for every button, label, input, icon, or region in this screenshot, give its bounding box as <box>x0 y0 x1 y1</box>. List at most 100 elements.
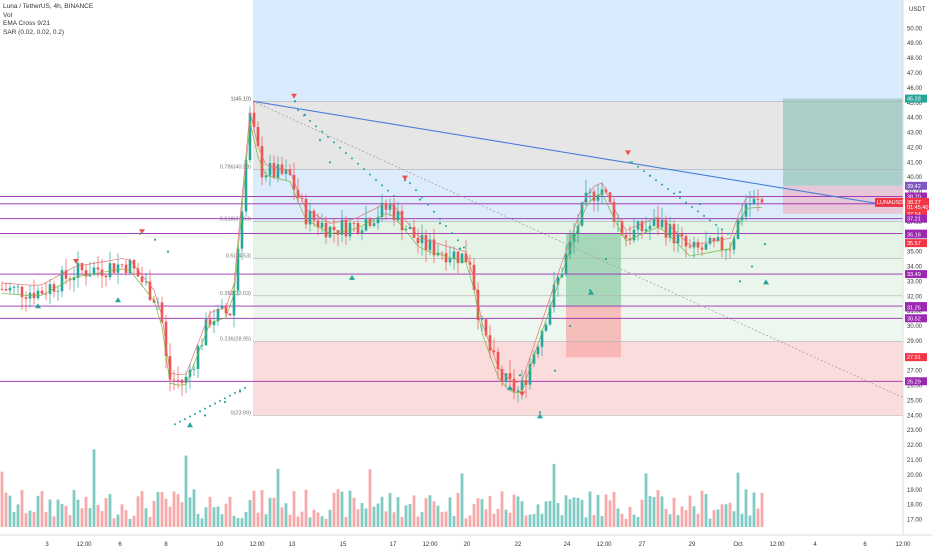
volume-bar <box>52 516 56 527</box>
volume-bar <box>320 516 324 527</box>
volume-bar <box>8 495 12 527</box>
candle-body <box>60 270 64 292</box>
sar-dot <box>631 161 633 164</box>
resistance-trendline <box>252 100 881 205</box>
price-tick-label: 50.00 <box>907 26 923 32</box>
volume-bar <box>496 508 500 527</box>
candle-body <box>548 307 552 325</box>
indicator-sar[interactable]: SAR (0.02, 0.02, 0.2) <box>3 28 65 36</box>
sar-dot <box>685 201 687 204</box>
volume-bar <box>56 499 60 527</box>
volume-bar <box>92 449 96 527</box>
candle-body <box>380 202 384 217</box>
candle-body <box>284 169 288 174</box>
candle-body <box>492 350 496 352</box>
sar-dot <box>204 407 206 410</box>
volume-bar <box>168 506 172 527</box>
candle-body <box>392 204 396 221</box>
candle-body <box>616 221 620 222</box>
price-tag-label: 33.49 <box>907 272 921 278</box>
volume-bar <box>328 509 332 527</box>
candle-body <box>420 235 424 244</box>
time-tick-label: 27 <box>639 542 646 548</box>
candle-body <box>140 276 144 283</box>
volume-bar <box>616 508 620 527</box>
volume-bar <box>420 512 424 527</box>
sar-dot <box>327 135 329 138</box>
volume-bar <box>544 501 548 527</box>
volume-bar <box>384 511 388 527</box>
candle-body <box>760 199 764 203</box>
volume-bar <box>696 513 700 527</box>
candle-body <box>212 321 216 326</box>
volume-bar <box>620 513 624 527</box>
price-tick-label: 49.00 <box>907 41 923 47</box>
volume-bar <box>324 518 328 527</box>
volume-bar <box>88 508 92 527</box>
volume-bar <box>264 514 268 527</box>
volume-bar <box>4 492 8 527</box>
last-price-symbol: LUNAUSDT <box>877 200 907 206</box>
indicator-volume[interactable]: Vol <box>3 11 13 19</box>
candle-body <box>524 380 528 385</box>
candle-body <box>164 321 168 357</box>
candle-body <box>660 220 664 228</box>
time-tick-label: 6 <box>118 542 122 548</box>
sell-signal-marker <box>625 150 631 156</box>
candle-body <box>160 302 164 322</box>
sar-dot <box>661 183 663 186</box>
volume-bar <box>484 509 488 527</box>
candle-body <box>532 354 536 364</box>
candle-body <box>96 267 100 270</box>
volume-bar <box>700 490 704 527</box>
volume-bar <box>352 497 356 527</box>
candle-body <box>416 237 420 244</box>
candle-body <box>624 234 628 239</box>
candle-body <box>20 286 24 298</box>
candle-body <box>484 319 488 336</box>
volume-bar <box>76 499 80 527</box>
volume-bar <box>656 489 660 527</box>
sar-dot <box>457 239 459 242</box>
fib-label: 0.786(40.53) <box>220 164 251 170</box>
volume-bar <box>188 497 192 527</box>
candle-body <box>664 220 668 238</box>
volume-bar <box>588 491 592 527</box>
volume-bar <box>192 489 196 527</box>
volume-bar <box>184 455 188 527</box>
candle-body <box>92 267 96 275</box>
candle-body <box>568 241 572 255</box>
price-tag-label: 30.52 <box>907 316 921 322</box>
candle-body <box>716 237 720 242</box>
volume-bar <box>356 509 360 527</box>
indicator-ema-cross[interactable]: EMA Cross 9/21 <box>3 20 50 27</box>
sar-dot <box>339 146 341 149</box>
candle-body <box>600 189 604 196</box>
candle-body <box>132 259 136 269</box>
volume-bar <box>628 506 632 527</box>
sar-dot <box>229 394 231 397</box>
sar-dot <box>345 152 347 155</box>
candle-body <box>192 368 196 370</box>
price-tag <box>905 353 927 362</box>
volume-bar <box>140 491 144 527</box>
candle-body <box>580 202 584 226</box>
candle-body <box>444 253 448 263</box>
volume-bar <box>580 499 584 527</box>
sar-dot <box>381 184 383 187</box>
sar-dot <box>738 280 742 283</box>
sell-signal-marker <box>139 229 145 235</box>
candle-body <box>252 112 256 127</box>
volume-bar <box>604 494 608 527</box>
sar-dot <box>763 243 767 246</box>
candle-body <box>424 235 428 251</box>
price-tag <box>905 303 927 312</box>
sar-dot <box>223 400 227 404</box>
sar-dot <box>727 232 729 235</box>
candle-body <box>72 277 76 281</box>
price-tick-label: 48.00 <box>907 56 923 62</box>
sar-dot <box>199 410 201 413</box>
volume-bar <box>416 516 420 527</box>
volume-bar <box>288 514 292 527</box>
